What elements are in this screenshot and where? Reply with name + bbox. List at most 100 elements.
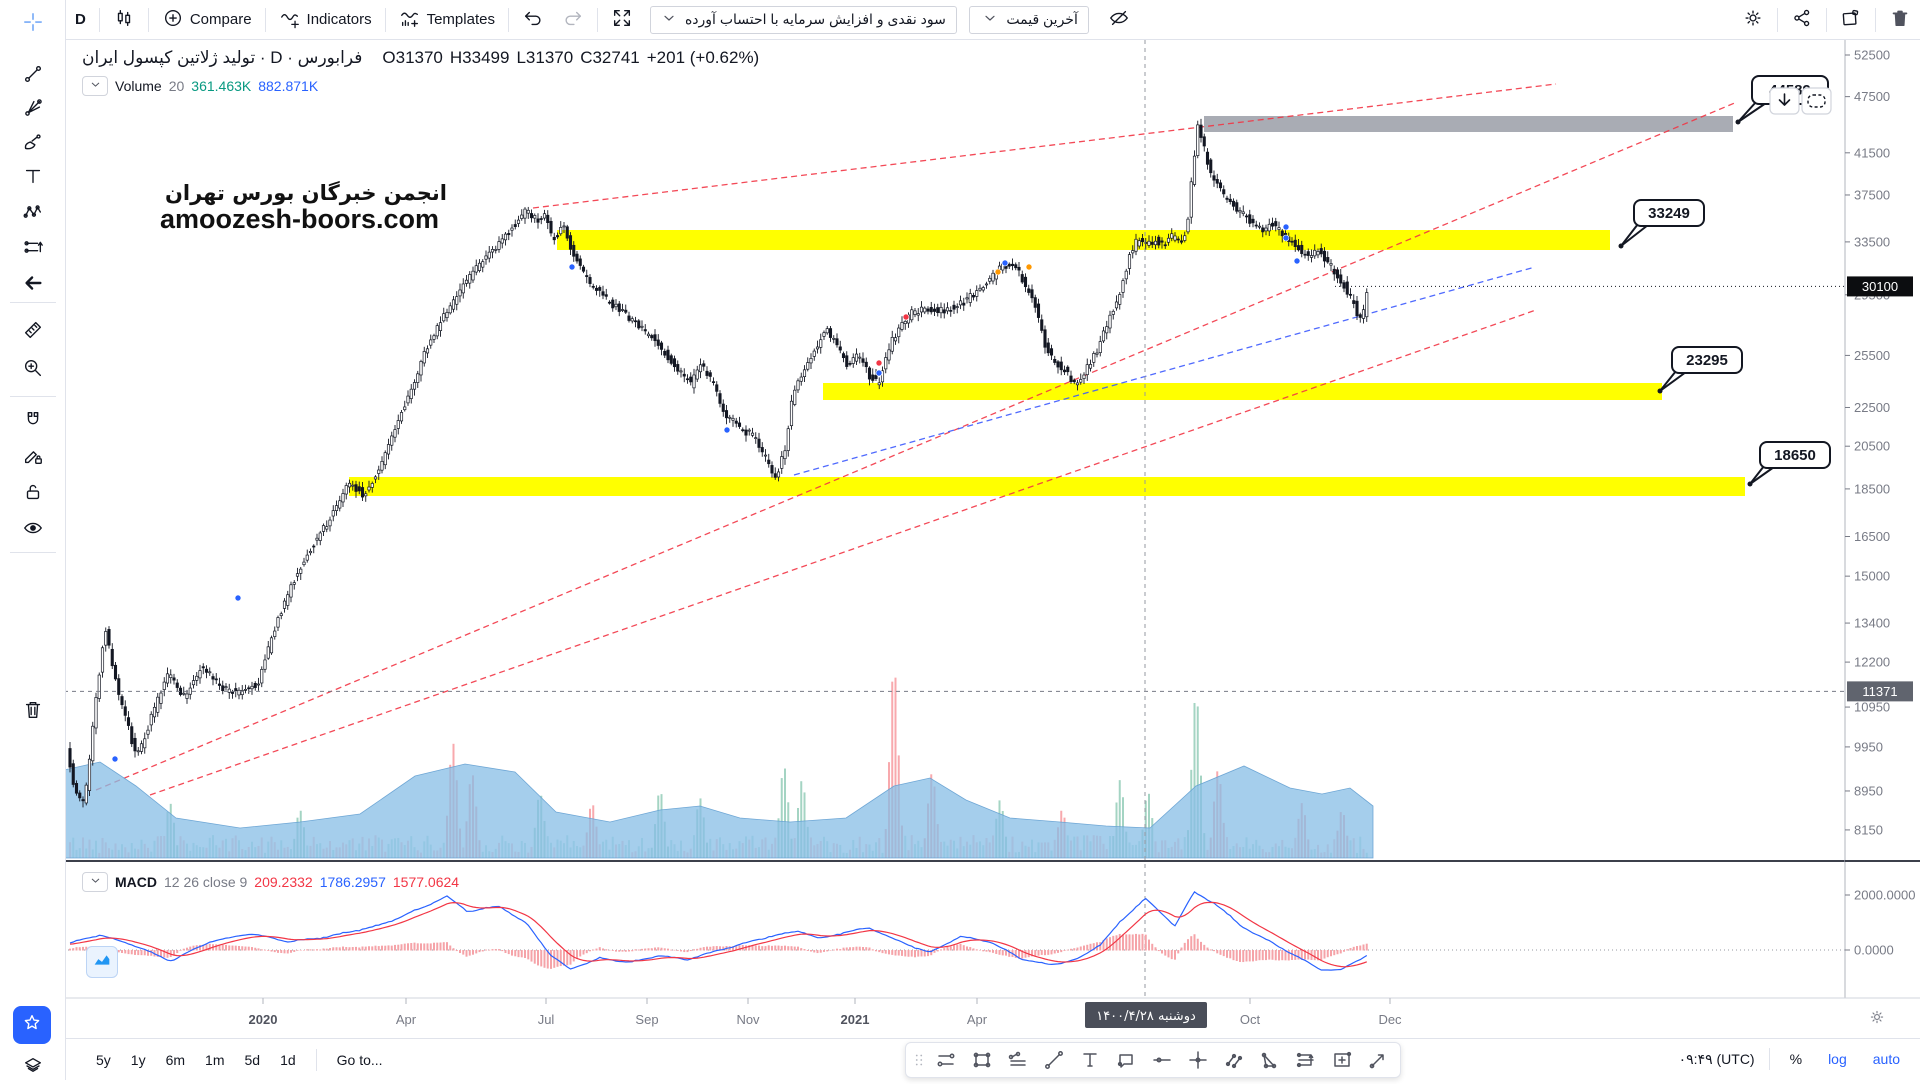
crosshair-icon[interactable] [15,4,51,40]
range-button-1m[interactable]: 1m [205,1051,225,1068]
undo-button[interactable] [513,5,553,35]
parallel-channel-tool-icon[interactable] [1216,1045,1252,1075]
goto-button[interactable]: Go to... [336,1051,383,1068]
svg-text:30100: 30100 [1862,279,1898,294]
svg-text:16500: 16500 [1854,529,1890,544]
ohlc-open: O31370 [382,48,443,67]
arrow-tool-icon[interactable] [1360,1045,1396,1075]
price-mode-dropdown[interactable]: آخرین قیمت [968,5,1089,34]
fullscreen-icon [611,7,633,33]
sidebar-separator [10,302,56,303]
hide-drawings-eye-icon[interactable] [15,510,51,546]
sidebar-separator [10,552,56,553]
trend-line-icon[interactable] [15,56,51,92]
arrow-left-icon[interactable] [15,265,51,301]
horizontal-ray-tool-icon[interactable] [1144,1045,1180,1075]
share-button[interactable] [1782,5,1822,35]
hide-marks-button[interactable] [1099,5,1139,35]
macd-indicator-logo-button[interactable] [86,946,118,978]
svg-text:0.0000: 0.0000 [1854,943,1894,958]
volume-dropdown-button[interactable] [82,76,108,96]
log-scale-button[interactable]: log [1828,1051,1847,1067]
svg-text:15000: 15000 [1854,569,1890,584]
text-tool-icon[interactable] [1072,1045,1108,1075]
svg-text:8150: 8150 [1854,822,1883,837]
macd-params: 12 26 close 9 [164,874,248,890]
drag-handle[interactable] [910,1045,928,1075]
adjustment-dropdown[interactable]: سود نقدی و افزایش سرمایه با احتساب آورده [649,5,957,34]
gear-icon [1742,7,1764,33]
object-tree-layers-icon[interactable] [15,1048,51,1084]
svg-text:20500: 20500 [1854,439,1890,454]
compare-button[interactable]: Compare [153,5,261,35]
svg-text:13400: 13400 [1854,616,1890,631]
svg-text:2000.0000: 2000.0000 [1854,888,1915,903]
volume-value: 882.871K [258,78,319,94]
range-button-1d[interactable]: 1d [280,1051,296,1068]
macd-dropdown-button[interactable] [82,872,108,892]
undo-icon [522,7,544,33]
eye-disabled-icon [1108,7,1130,33]
chart-settings-button[interactable] [1733,5,1773,35]
multi-line-tool-icon[interactable] [1000,1045,1036,1075]
main-chart[interactable]: انجمن خبرگان بورس تهرانamoozesh-boors.co… [64,40,1920,1038]
svg-text:انجمن خبرگان بورس تهران: انجمن خبرگان بورس تهران [165,180,447,205]
svg-text:47500: 47500 [1854,89,1890,104]
rectangle-tool-icon[interactable] [964,1045,1000,1075]
price-range-tool-icon[interactable] [1324,1045,1360,1075]
top-toolbar: D Compare Indicators Templates سود نقدی … [66,0,1920,40]
redo-button[interactable] [553,5,593,35]
lock-all-icon[interactable] [15,474,51,510]
axis-settings-gear-icon[interactable] [1868,1008,1886,1031]
auto-scale-button[interactable]: auto [1872,1051,1900,1067]
svg-text:دوشنبه ۱۴۰۰/۴/۲۸: دوشنبه ۱۴۰۰/۴/۲۸ [1096,1009,1196,1024]
parallel-lines-tool-icon[interactable] [928,1045,964,1075]
volume-label: Volume [115,78,162,94]
gann-tools-icon[interactable] [15,90,51,126]
chevron-down-icon [661,10,677,29]
range-button-6m[interactable]: 6m [165,1051,186,1068]
range-button-5d[interactable]: 5d [244,1051,261,1068]
ohlc-close: C32741 [580,48,640,67]
svg-text:10950: 10950 [1854,700,1890,715]
svg-text:Apr: Apr [396,1012,417,1027]
zoom-in-icon[interactable] [15,350,51,386]
drawing-lock-edit-icon[interactable] [15,438,51,474]
range-button-5y[interactable]: 5y [96,1051,111,1068]
magnet-icon[interactable] [15,402,51,438]
snapshot-button[interactable] [1831,5,1871,35]
delete-button[interactable] [1880,5,1920,35]
change-value: +201 (+0.62%) [646,48,760,67]
favorite-tools-bar [905,1042,1401,1078]
templates-button[interactable]: Templates [390,5,504,35]
fullscreen-button[interactable] [602,5,642,35]
indicators-button[interactable]: Indicators [270,5,381,35]
xabcd-pattern-icon[interactable] [15,194,51,230]
interval-button[interactable]: D [75,11,86,28]
projection-icon[interactable] [15,229,51,265]
svg-text:33249: 33249 [1648,205,1690,222]
fib-lines-tool-icon[interactable] [1288,1045,1324,1075]
svg-text:22500: 22500 [1854,400,1890,415]
text-tool-icon[interactable] [15,158,51,194]
percent-scale-button[interactable]: % [1789,1051,1803,1067]
range-button-1y[interactable]: 1y [130,1051,146,1068]
remove-drawings-trash-icon[interactable] [15,692,51,728]
volume-ma-value: 361.463K [191,78,252,94]
triangle-pattern-tool-icon[interactable] [1252,1045,1288,1075]
trendline-tool-icon[interactable] [1036,1045,1072,1075]
macd-legend[interactable]: MACD 12 26 close 9 209.2332 1786.2957 15… [82,872,459,892]
volume-legend[interactable]: Volume 20 361.463K 882.871K [82,76,318,96]
cross-line-tool-icon[interactable] [1180,1045,1216,1075]
svg-text:12200: 12200 [1854,655,1890,670]
chart-style-button[interactable] [104,5,144,35]
callout-tool-icon[interactable] [1108,1045,1144,1075]
symbol-legend[interactable]: فرابورس · D · تولید ژلاتین کپسول ایران O… [82,48,759,68]
macd-value-1: 209.2332 [254,874,313,890]
price-mode-dropdown-value: آخرین قیمت [1006,11,1078,27]
measure-ruler-icon[interactable] [15,312,51,348]
favorites-star-button[interactable] [13,1006,51,1044]
brush-icon[interactable] [15,124,51,160]
chevron-down-icon [89,78,102,94]
svg-text:18650: 18650 [1774,447,1816,464]
